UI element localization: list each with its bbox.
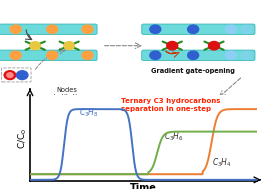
Circle shape	[30, 42, 40, 50]
Circle shape	[226, 51, 236, 60]
Text: Nodes
substitution: Nodes substitution	[47, 87, 86, 100]
Circle shape	[7, 73, 13, 77]
Circle shape	[241, 25, 252, 33]
FancyBboxPatch shape	[142, 50, 255, 60]
Circle shape	[226, 25, 236, 33]
X-axis label: Time: Time	[130, 183, 157, 189]
Circle shape	[167, 41, 178, 50]
FancyBboxPatch shape	[142, 24, 255, 34]
Circle shape	[10, 51, 21, 60]
FancyBboxPatch shape	[0, 50, 97, 60]
Circle shape	[47, 51, 58, 60]
Circle shape	[4, 71, 16, 80]
Circle shape	[82, 25, 93, 33]
Text: $C_3H_6$: $C_3H_6$	[164, 130, 184, 143]
Circle shape	[188, 51, 199, 60]
Circle shape	[16, 71, 28, 80]
Circle shape	[241, 51, 252, 60]
Circle shape	[209, 41, 220, 50]
Text: Gradient gate-opening: Gradient gate-opening	[151, 68, 235, 74]
Circle shape	[150, 51, 161, 60]
Y-axis label: C/C$_0$: C/C$_0$	[16, 128, 29, 149]
Circle shape	[64, 42, 74, 50]
Circle shape	[10, 25, 21, 33]
Text: $C_3H_8$: $C_3H_8$	[79, 106, 99, 119]
Circle shape	[150, 25, 161, 33]
Circle shape	[82, 51, 93, 60]
FancyBboxPatch shape	[0, 24, 97, 34]
Circle shape	[47, 25, 58, 33]
Circle shape	[188, 25, 199, 33]
Text: Ternary C3 hydrocarbons
separation in one-step: Ternary C3 hydrocarbons separation in on…	[121, 98, 220, 112]
Text: $C_3H_4$: $C_3H_4$	[212, 156, 232, 169]
